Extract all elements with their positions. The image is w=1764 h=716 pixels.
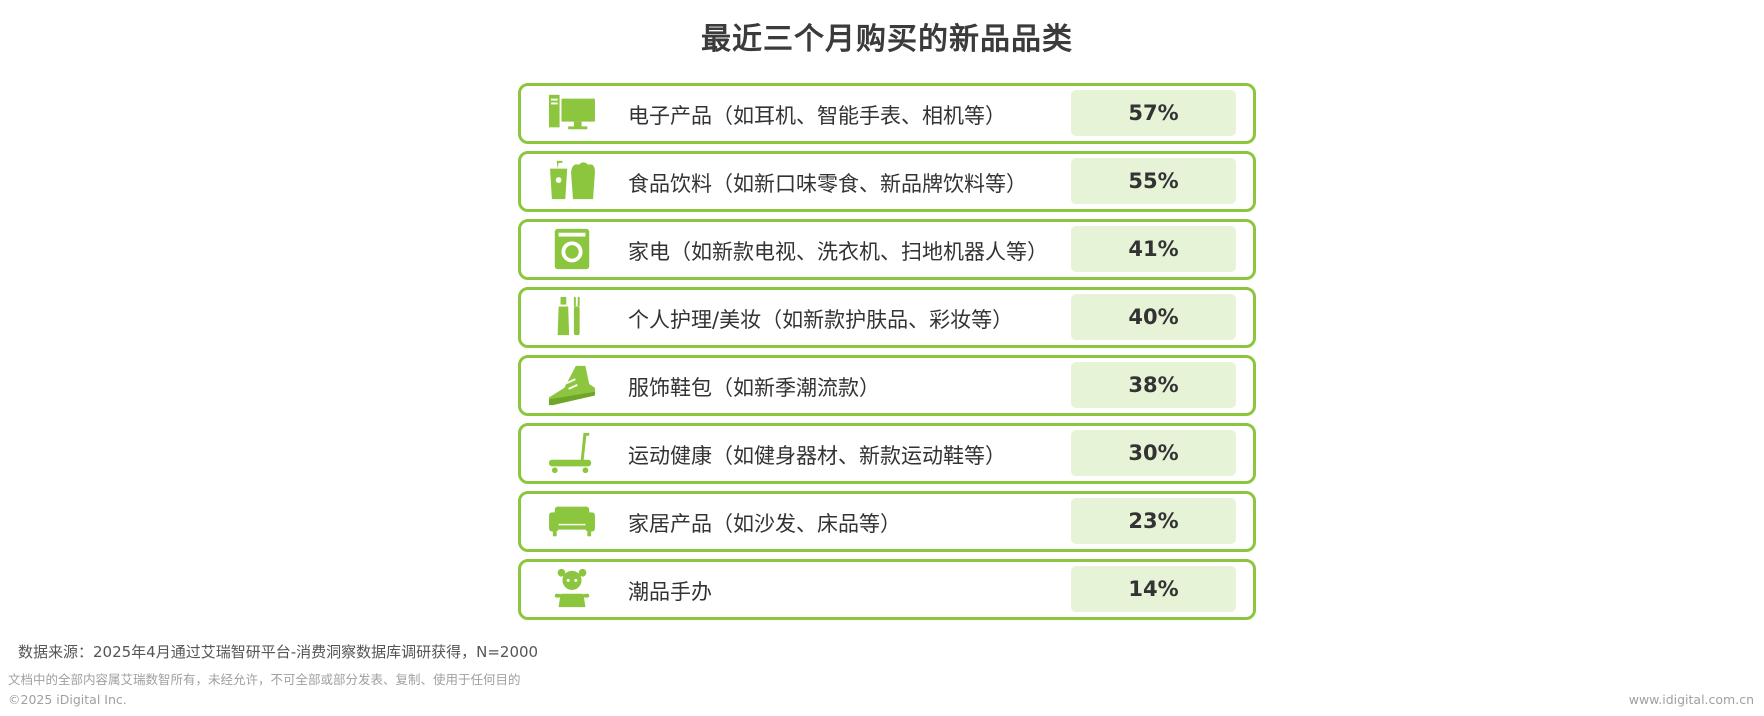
percentage-value: 55% — [1128, 169, 1179, 193]
category-label: 电子产品（如耳机、智能手表、相机等） — [628, 104, 1006, 128]
data-source-note: 数据来源：2025年4月通过艾瑞智研平台-消费洞察数据库调研获得，N=2000 — [18, 643, 539, 661]
percentage-value: 40% — [1128, 305, 1179, 329]
website-link[interactable]: www.idigital.com.cn — [1628, 692, 1754, 707]
category-label: 运动健康（如健身器材、新款运动鞋等） — [628, 444, 1006, 468]
percentage-value: 14% — [1128, 577, 1179, 601]
category-label: 个人护理/美妆（如新款护肤品、彩妆等） — [628, 308, 1014, 332]
percentage-value: 41% — [1128, 237, 1179, 261]
percentage-box: 38% — [1071, 362, 1236, 408]
category-label: 家电（如新款电视、洗衣机、扫地机器人等） — [628, 240, 1048, 264]
percentage-box: 55% — [1071, 158, 1236, 204]
percentage-box: 41% — [1071, 226, 1236, 272]
copyright-text: ©2025 iDigital Inc. — [8, 692, 127, 707]
category-row: 电子产品（如耳机、智能手表、相机等） 57% — [518, 83, 1256, 144]
percentage-value: 57% — [1128, 101, 1179, 125]
category-row: 家电（如新款电视、洗衣机、扫地机器人等） 41% — [518, 219, 1256, 280]
rights-notice: 文档中的全部内容属艾瑞数智所有，未经允许，不可全部或部分发表、复制、使用于任何目… — [8, 672, 521, 687]
percentage-value: 23% — [1128, 509, 1179, 533]
computer-icon — [549, 94, 595, 130]
category-row: 食品饮料（如新口味零食、新品牌饮料等） 55% — [518, 151, 1256, 212]
category-label: 家居产品（如沙发、床品等） — [628, 512, 901, 536]
percentage-box: 57% — [1071, 90, 1236, 136]
category-row: 家居产品（如沙发、床品等） 23% — [518, 491, 1256, 552]
treadmill-icon — [549, 432, 592, 474]
toiletries-icon — [557, 296, 580, 336]
category-row: 运动健康（如健身器材、新款运动鞋等） 30% — [518, 423, 1256, 484]
sneaker-icon — [549, 365, 595, 406]
category-row: 潮品手办 14% — [518, 559, 1256, 620]
category-row: 个人护理/美妆（如新款护肤品、彩妆等） 40% — [518, 287, 1256, 348]
percentage-value: 38% — [1128, 373, 1179, 397]
chart-title: 最近三个月购买的新品品类 — [701, 22, 1073, 57]
category-label: 潮品手办 — [628, 580, 712, 604]
percentage-box: 30% — [1071, 430, 1236, 476]
sofa-icon — [549, 506, 595, 537]
category-row: 服饰鞋包（如新季潮流款） 38% — [518, 355, 1256, 416]
percentage-box: 23% — [1071, 498, 1236, 544]
percentage-value: 30% — [1128, 441, 1179, 465]
category-label: 食品饮料（如新口味零食、新品牌饮料等） — [628, 172, 1027, 196]
percentage-box: 40% — [1071, 294, 1236, 340]
washing-machine-icon — [554, 228, 590, 270]
category-label: 服饰鞋包（如新季潮流款） — [628, 376, 880, 400]
drink-snack-icon — [550, 160, 595, 200]
toy-figure-icon — [554, 568, 590, 608]
percentage-box: 14% — [1071, 566, 1236, 612]
